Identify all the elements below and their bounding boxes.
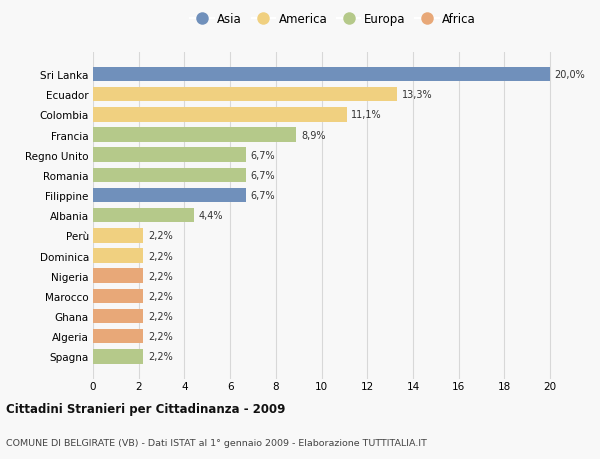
Text: COMUNE DI BELGIRATE (VB) - Dati ISTAT al 1° gennaio 2009 - Elaborazione TUTTITAL: COMUNE DI BELGIRATE (VB) - Dati ISTAT al…	[6, 438, 427, 448]
Bar	[93, 229, 143, 243]
Text: 2,2%: 2,2%	[148, 231, 173, 241]
Bar	[93, 168, 246, 183]
Bar	[93, 208, 194, 223]
Bar	[93, 329, 143, 344]
Text: 13,3%: 13,3%	[401, 90, 432, 100]
Text: 2,2%: 2,2%	[148, 251, 173, 261]
Text: 2,2%: 2,2%	[148, 331, 173, 341]
Text: 2,2%: 2,2%	[148, 352, 173, 362]
Text: 2,2%: 2,2%	[148, 311, 173, 321]
Bar	[93, 88, 397, 102]
Bar	[93, 289, 143, 303]
Text: 8,9%: 8,9%	[301, 130, 325, 140]
Bar	[93, 309, 143, 324]
Text: 11,1%: 11,1%	[351, 110, 382, 120]
Legend: Asia, America, Europa, Africa: Asia, America, Europa, Africa	[190, 13, 476, 26]
Text: 2,2%: 2,2%	[148, 271, 173, 281]
Text: 2,2%: 2,2%	[148, 291, 173, 301]
Bar	[93, 108, 347, 123]
Text: 6,7%: 6,7%	[251, 190, 275, 201]
Text: 4,4%: 4,4%	[198, 211, 223, 221]
Bar	[93, 128, 296, 142]
Bar	[93, 249, 143, 263]
Bar	[93, 188, 246, 203]
Text: 20,0%: 20,0%	[555, 70, 586, 80]
Text: 6,7%: 6,7%	[251, 151, 275, 160]
Bar	[93, 269, 143, 283]
Bar	[93, 148, 246, 162]
Bar	[93, 67, 550, 82]
Bar	[93, 349, 143, 364]
Text: Cittadini Stranieri per Cittadinanza - 2009: Cittadini Stranieri per Cittadinanza - 2…	[6, 403, 286, 415]
Text: 6,7%: 6,7%	[251, 170, 275, 180]
